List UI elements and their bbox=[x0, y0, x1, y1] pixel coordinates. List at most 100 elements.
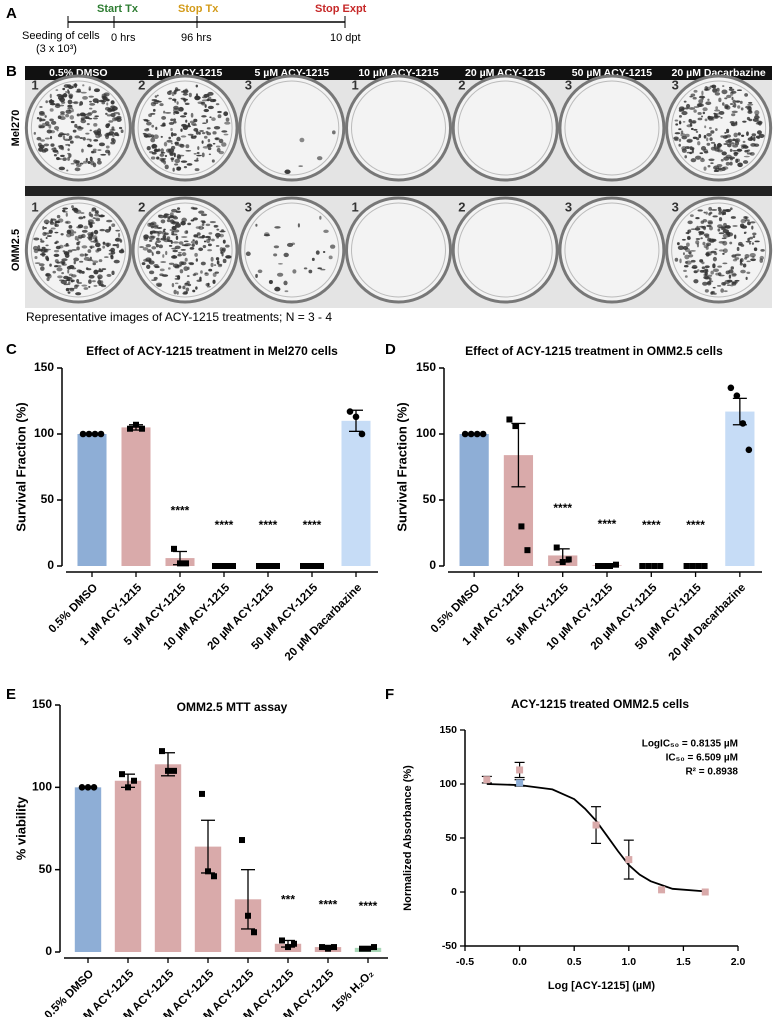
colony bbox=[716, 284, 722, 287]
plate-rim bbox=[671, 80, 767, 176]
colony bbox=[721, 89, 728, 95]
data-point bbox=[553, 544, 560, 551]
colony bbox=[56, 261, 61, 264]
colony bbox=[151, 251, 154, 254]
significance-label: **** bbox=[171, 504, 190, 518]
colony bbox=[88, 285, 91, 288]
data-point bbox=[658, 886, 666, 894]
colony bbox=[718, 274, 725, 277]
colony bbox=[704, 289, 709, 293]
data-point bbox=[512, 423, 519, 430]
colony bbox=[747, 221, 751, 226]
colony bbox=[151, 144, 155, 150]
colony bbox=[690, 228, 696, 230]
colony bbox=[50, 218, 57, 221]
colony bbox=[40, 139, 45, 142]
colony bbox=[161, 116, 167, 120]
colony bbox=[689, 249, 696, 252]
chart-title: Effect of ACY-1215 treatment in Mel270 c… bbox=[86, 344, 338, 358]
colony bbox=[160, 219, 166, 224]
colony bbox=[677, 245, 684, 251]
data-point bbox=[212, 563, 218, 569]
colony bbox=[710, 141, 716, 144]
colony bbox=[65, 212, 68, 217]
colony bbox=[726, 128, 730, 134]
colony bbox=[34, 256, 38, 260]
colony bbox=[714, 248, 718, 251]
colony bbox=[717, 228, 721, 232]
colony bbox=[73, 208, 79, 213]
colony bbox=[704, 276, 711, 280]
column-label: 20 µM Dacarbazine bbox=[672, 67, 766, 79]
colony bbox=[56, 214, 61, 219]
colony bbox=[68, 273, 74, 277]
colony bbox=[298, 165, 303, 168]
colony bbox=[297, 223, 300, 228]
colony bbox=[679, 258, 682, 264]
colony bbox=[155, 240, 162, 243]
colony bbox=[690, 158, 697, 163]
colony bbox=[315, 250, 320, 255]
colony bbox=[60, 111, 65, 114]
colony bbox=[147, 249, 152, 253]
chart-title: OMM2.5 MTT assay bbox=[177, 700, 288, 714]
colony bbox=[49, 263, 52, 267]
timeline: Start Tx Stop Tx Stop Expt Seeding of ce… bbox=[22, 3, 367, 55]
colony bbox=[198, 247, 204, 252]
data-point bbox=[218, 563, 224, 569]
colony bbox=[705, 211, 708, 215]
colony bbox=[193, 118, 198, 123]
colony bbox=[42, 231, 47, 237]
data-point bbox=[683, 563, 690, 569]
colony bbox=[39, 238, 43, 241]
colony bbox=[76, 88, 81, 93]
colony bbox=[50, 143, 55, 147]
colony bbox=[108, 120, 114, 123]
colony bbox=[742, 263, 747, 268]
colony bbox=[37, 142, 42, 147]
colony bbox=[724, 135, 728, 139]
colony bbox=[702, 281, 708, 286]
colony bbox=[741, 134, 745, 138]
colony bbox=[174, 265, 180, 269]
colony bbox=[694, 155, 702, 160]
colony bbox=[77, 234, 84, 239]
colony bbox=[63, 283, 69, 286]
colony bbox=[38, 147, 44, 152]
colony bbox=[62, 209, 66, 213]
colony bbox=[88, 274, 95, 279]
colony bbox=[748, 118, 753, 122]
data-point bbox=[85, 430, 93, 438]
colony bbox=[717, 224, 723, 229]
x-tick-label: 20 µM Dacarbazine bbox=[667, 582, 748, 663]
colony bbox=[218, 138, 224, 144]
colony bbox=[215, 145, 221, 148]
colony bbox=[213, 264, 217, 266]
colony bbox=[745, 276, 748, 280]
start-time: 0 hrs bbox=[111, 32, 136, 44]
colony bbox=[181, 236, 188, 238]
colony bbox=[92, 262, 97, 266]
colony bbox=[688, 229, 692, 233]
colony bbox=[76, 238, 79, 242]
colony bbox=[106, 114, 112, 117]
colony bbox=[691, 119, 697, 124]
colony bbox=[41, 246, 46, 249]
panel-label: B bbox=[6, 63, 17, 80]
colony bbox=[693, 89, 698, 93]
colony bbox=[97, 269, 104, 273]
colony bbox=[722, 102, 725, 106]
colony bbox=[88, 95, 94, 98]
colony bbox=[680, 130, 684, 135]
colony bbox=[723, 222, 727, 227]
colony bbox=[197, 146, 200, 150]
colony bbox=[207, 143, 213, 147]
colony bbox=[160, 261, 167, 263]
colony bbox=[160, 148, 164, 154]
colony bbox=[733, 234, 737, 239]
colony bbox=[733, 132, 738, 138]
panel-label: A bbox=[6, 5, 17, 22]
colony bbox=[674, 257, 679, 262]
data-point bbox=[689, 563, 696, 569]
colony bbox=[750, 143, 757, 147]
